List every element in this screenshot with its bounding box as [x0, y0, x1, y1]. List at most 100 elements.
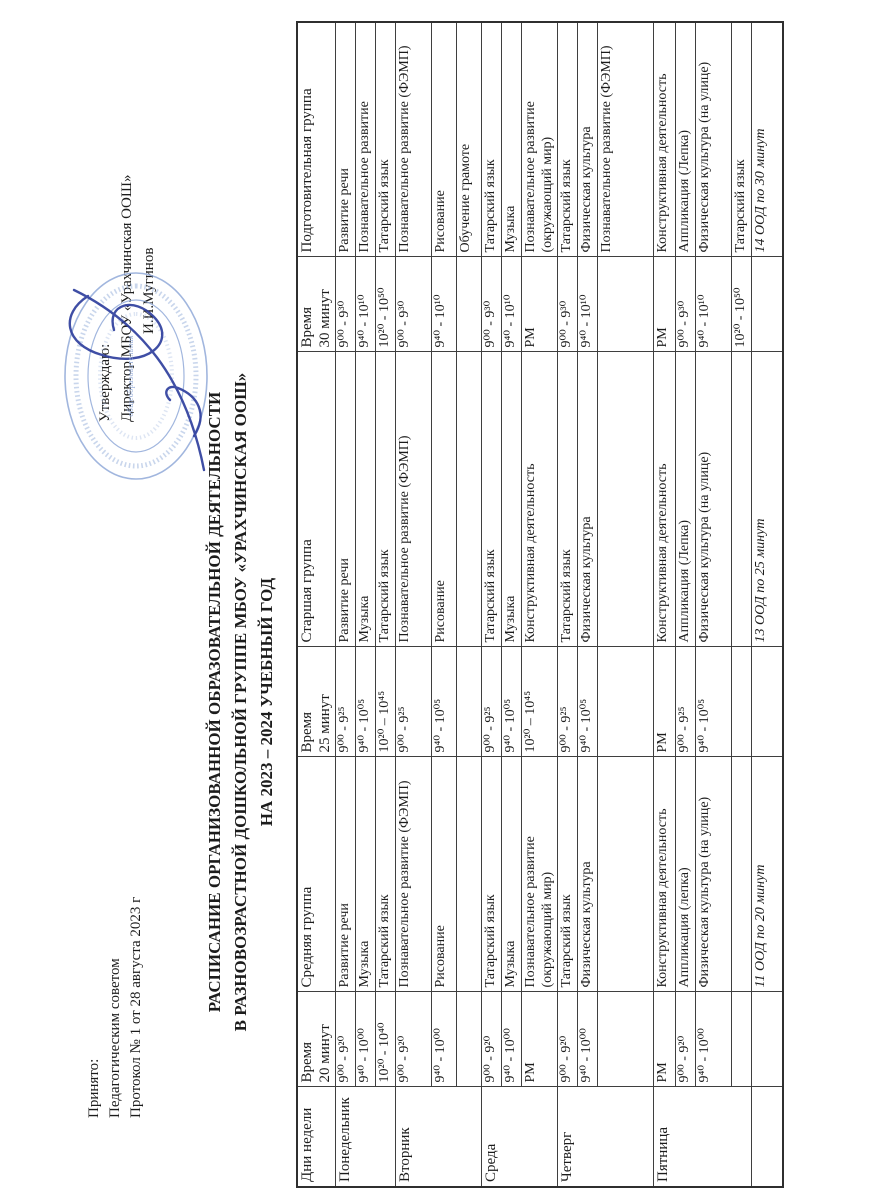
activity-cell: Татарский язык: [375, 352, 396, 647]
approved-line2: Директор МБОУ «Урахчинская ООШ»: [119, 174, 135, 422]
header-senior-group: Старшая группа: [297, 352, 336, 647]
time-cell: РМ: [521, 992, 558, 1087]
activity-cell: Физическая культура (на улице): [695, 22, 732, 257]
activity-cell: Татарский язык: [731, 22, 752, 257]
time-cell: 9⁰⁰ - 9²⁵: [675, 647, 696, 757]
approved-signature-row: И.И.Мугинов: [138, 175, 160, 422]
time-cell: 9⁴⁰ - 10⁰⁵: [501, 647, 522, 757]
title-line1: РАСПИСАНИЕ ОРГАНИЗОВАННОЙ ОБРАЗОВАТЕЛЬНО…: [205, 391, 224, 1013]
time-cell: [456, 257, 482, 352]
activity-cell: Рисование: [431, 22, 457, 257]
time-cell: 9⁴⁰ - 10⁰⁰: [355, 992, 376, 1087]
activity-cell: [731, 352, 752, 647]
schedule-row: 9⁴⁰ - 10⁰⁰ Физическая культура 9⁴⁰ - 10⁰⁵ Ф…: [577, 22, 598, 1187]
day-cell: Среда: [481, 1087, 558, 1187]
activity-cell: Познавательное развитие: [355, 22, 376, 257]
time-cell: 10²⁰ - 10⁵⁰: [731, 257, 752, 352]
schedule-row: Обучение грамоте: [456, 22, 482, 1187]
time-cell: [751, 647, 784, 757]
activity-cell: Познавательное развитие (ФЭМП): [395, 757, 432, 992]
time-cell: [456, 992, 482, 1087]
day-cell: Четверг: [557, 1087, 654, 1187]
time-cell: 9⁴⁰ - 10¹⁰: [431, 257, 457, 352]
time-cell: 9⁰⁰ - 9³⁰: [557, 257, 578, 352]
header-time20: Время 20 минут: [297, 992, 336, 1087]
time-cell: 9⁰⁰ - 9³⁰: [335, 257, 356, 352]
totals-row: 11 ООД по 20 минут 13 ООД по 25 минут 14 О…: [751, 22, 784, 1187]
header-time30-line1: Время: [299, 306, 315, 348]
time-cell: 9⁰⁰ - 9²⁵: [557, 647, 578, 757]
time-cell: РМ: [521, 257, 558, 352]
time-cell: 9⁰⁰ - 9²⁵: [335, 647, 356, 757]
time-cell: 9⁴⁰ - 10⁰⁵: [577, 647, 598, 757]
activity-cell: [456, 352, 482, 647]
schedule-row: Среда 9⁰⁰ - 9²⁰ Татарский язык 9⁰⁰ - 9²⁵ Тат…: [481, 22, 558, 1187]
time-cell: 9⁰⁰ - 9²⁵: [481, 647, 502, 757]
activity-cell: Познавательное развитие (окружающий мир): [521, 22, 558, 257]
activity-cell: Татарский язык: [557, 352, 578, 647]
schedule-row: Вторник 9⁰⁰ - 9²⁰ Познавательное развитие …: [395, 22, 482, 1187]
accepted-block: Принято: Педагогическим советом Протокол…: [84, 897, 147, 1118]
day-cell: Понедельник: [335, 1087, 396, 1187]
time-cell: 9⁴⁰ - 10⁰⁰: [695, 992, 732, 1087]
schedule-row: РМ Познавательное развитие (окружающий ми…: [521, 22, 558, 1187]
schedule-row: 9⁴⁰ - 10⁰⁰ Музыка 9⁴⁰ - 10⁰⁵ Музыка 9⁴⁰ - 10…: [355, 22, 376, 1187]
activity-cell: Татарский язык: [375, 22, 396, 257]
schedule-row: Познавательное развитие (ФЭМП): [597, 22, 654, 1187]
time-cell: 9⁰⁰ - 9²⁵: [395, 647, 432, 757]
time-cell: 9⁴⁰ - 10⁰⁰: [431, 992, 457, 1087]
header-middle-group: Средняя группа: [297, 757, 336, 992]
header-time25: Время 25 минут: [297, 647, 336, 757]
schedule-row: 9⁴⁰ - 10⁰⁰ Музыка 9⁴⁰ - 10⁰⁵ Музыка 9⁴⁰ - 10…: [501, 22, 522, 1187]
time-cell: 9⁴⁰ - 10⁰⁰: [577, 992, 598, 1087]
time-cell: 9⁴⁰ - 10⁰⁰: [501, 992, 522, 1087]
time-cell: [751, 257, 784, 352]
time-cell: 9⁰⁰ - 9³⁰: [395, 257, 432, 352]
activity-cell: [597, 757, 654, 992]
activity-cell: Физическая культура (на улице): [695, 352, 732, 647]
activity-cell: Познавательное развитие (ФЭМП): [395, 352, 432, 647]
schedule-row: Понедельник 9⁰⁰ - 9²⁰ Развитие речи 9⁰⁰ - 9…: [335, 22, 396, 1187]
document-title: РАСПИСАНИЕ ОРГАНИЗОВАННОЙ ОБРАЗОВАТЕЛЬНО…: [202, 262, 280, 1142]
activity-cell: Познавательное развитие (ФЭМП): [395, 22, 432, 257]
activity-cell: Конструктивная деятельность: [521, 352, 558, 647]
activity-cell: Познавательное развитие (окружающий мир): [521, 757, 558, 992]
activity-cell: Рисование: [431, 352, 457, 647]
activity-cell: Музыка: [501, 757, 522, 992]
time-cell: 9⁴⁰ - 10⁰⁵: [355, 647, 376, 757]
schedule-table: Дни недели Время 20 минут Средняя группа…: [296, 21, 785, 1188]
schedule-row: 10²⁰ - 10⁴⁰ Татарский язык 10²⁰ – 10⁴⁵ Тата…: [375, 22, 396, 1187]
time-cell: 10²⁰ – 10⁴⁵: [375, 647, 396, 757]
activity-cell: Музыка: [501, 352, 522, 647]
activity-cell: Аппликация (Лепка): [675, 22, 696, 257]
activity-cell: Татарский язык: [375, 757, 396, 992]
activity-cell: Татарский язык: [481, 22, 502, 257]
title-line3: НА 2023 – 2024 УЧЕБНЫЙ ГОД: [257, 577, 276, 827]
time-cell: 10²⁰ - 10⁵⁰: [375, 257, 396, 352]
activity-cell: Татарский язык: [481, 352, 502, 647]
activity-cell: Аппликация (Лепка): [675, 352, 696, 647]
activity-cell: [456, 757, 482, 992]
day-cell: Вторник: [395, 1087, 482, 1187]
time-cell: РМ: [653, 647, 676, 757]
time-cell: [456, 647, 482, 757]
header-time30: Время 30 минут: [297, 257, 336, 352]
accepted-line2: Педагогическим советом: [107, 958, 123, 1118]
activity-cell: Музыка: [355, 352, 376, 647]
activity-cell: Физическая культура (на улице): [695, 757, 732, 992]
time-cell: [751, 992, 784, 1087]
activity-cell: Аппликация (лепка): [675, 757, 696, 992]
time-cell: 9⁰⁰ - 9³⁰: [481, 257, 502, 352]
schedule-row: 9⁴⁰ - 10⁰⁰ Рисование 9⁴⁰ - 10⁰⁵ Рисование 9⁴…: [431, 22, 457, 1187]
schedule-row: Пятница РМ Конструктивная деятельность РМ Ко…: [653, 22, 752, 1187]
time-cell: 9⁰⁰ - 9²⁰: [675, 992, 696, 1087]
activity-cell: Развитие речи: [335, 22, 356, 257]
activity-cell: 13 ООД по 25 минут: [751, 352, 784, 647]
header-days: Дни недели: [297, 1087, 336, 1187]
approved-line1: Утверждаю:: [97, 343, 113, 422]
activity-cell: Татарский язык: [557, 22, 578, 257]
time-cell: РМ: [653, 992, 676, 1087]
title-line2: В РАЗНОВОЗРАСТНОЙ ДОШКОЛЬНОЙ ГРУППЕ МБОУ…: [231, 372, 250, 1032]
time-cell: РМ: [653, 257, 676, 352]
